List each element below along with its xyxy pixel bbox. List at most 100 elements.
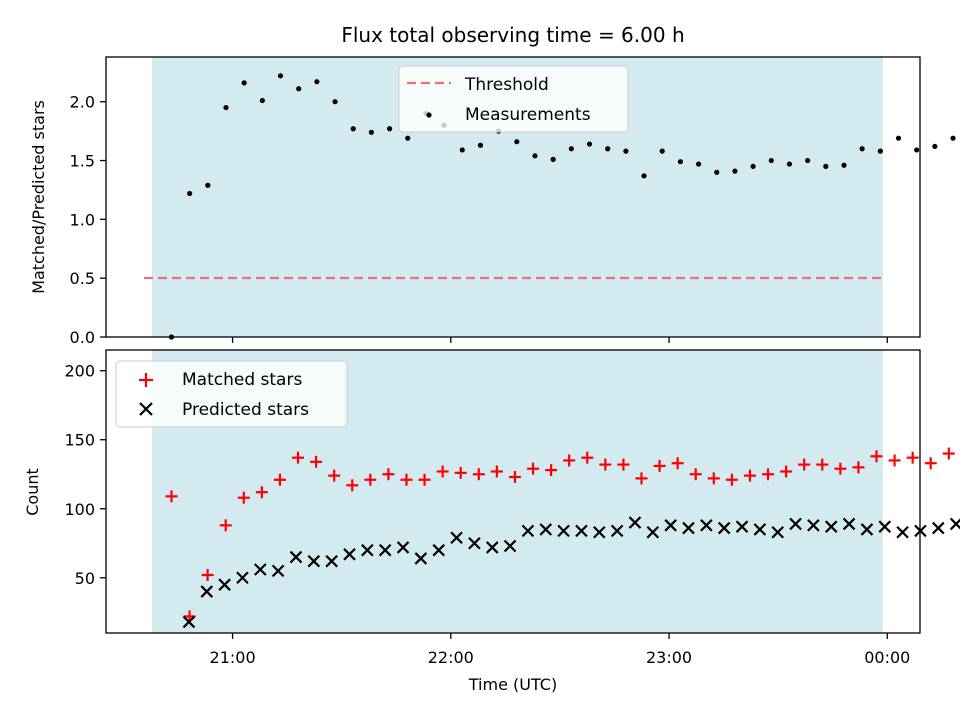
bottom-y-tick-label: 150	[64, 431, 95, 450]
predicted-star-point	[468, 536, 481, 550]
measurement-point	[950, 135, 956, 141]
matched-star-point	[762, 468, 775, 481]
measurement-point	[677, 159, 683, 165]
predicted-star-point	[343, 548, 356, 561]
matched-star-point	[490, 465, 503, 478]
matched-star-point	[436, 465, 449, 478]
measurement-point	[205, 182, 211, 188]
measurement-point	[223, 104, 229, 111]
measurement-point	[623, 148, 629, 154]
bottom-y-tick-label: 200	[64, 362, 95, 381]
predicted-star-point	[735, 520, 749, 533]
measurement-point	[277, 73, 284, 79]
matched-star-point	[635, 472, 648, 485]
measurement-point	[514, 139, 520, 145]
matched-star-point	[165, 490, 178, 503]
matched-star-point	[834, 462, 847, 475]
top-legend: Threshold Measurements	[398, 65, 629, 133]
matched-star-point	[870, 450, 883, 463]
predicted-legend-marker	[139, 402, 153, 416]
measurement-point	[296, 86, 302, 92]
bottom-axes-frame	[105, 349, 921, 634]
matched-star-point	[508, 471, 521, 484]
predicted-star-point	[646, 525, 660, 539]
measurement-point	[314, 79, 320, 85]
measurement-point	[550, 156, 556, 162]
measurement-point	[586, 141, 593, 147]
matched-star-point	[563, 454, 576, 467]
predicted-star-point	[932, 521, 945, 535]
matched-star-point	[219, 519, 232, 532]
matched-star-point	[545, 464, 558, 477]
top-y-tick-label: 1.5	[70, 152, 95, 171]
measurement-point	[241, 80, 247, 86]
measurements-legend-marker	[426, 112, 432, 118]
measurement-point	[532, 153, 538, 159]
predicted-star-point	[182, 615, 196, 629]
predicted-star-point	[236, 571, 249, 585]
predicted-star-point	[361, 543, 374, 557]
measurement-point	[859, 146, 865, 152]
matched-star-point	[454, 466, 467, 479]
predicted-star-point	[896, 525, 909, 539]
matched-star-point	[292, 451, 305, 464]
matched-star-point	[400, 473, 413, 486]
measurement-point	[605, 146, 611, 152]
threshold-legend-label: Threshold	[464, 75, 549, 95]
bottom-y-axis: 50 100 150 200	[64, 362, 106, 588]
measurement-point	[768, 157, 774, 164]
top-y-tick-label: 0.5	[70, 269, 95, 288]
predicted-star-point	[878, 520, 892, 533]
bottom-y-tick-label: 100	[64, 500, 95, 519]
measurement-point	[187, 190, 193, 197]
matched-star-point	[942, 447, 955, 460]
predicted-star-point	[289, 550, 303, 564]
predicted-star-point	[450, 531, 463, 545]
top-x-ticks	[231, 337, 888, 343]
predicted-star-point	[414, 552, 428, 565]
predicted-stars-points	[182, 516, 960, 629]
matched-star-point	[816, 458, 829, 471]
predicted-star-point	[753, 523, 767, 536]
measurement-point	[568, 146, 574, 152]
top-y-tick-label: 1.0	[70, 210, 95, 229]
measurement-point	[805, 157, 811, 164]
measurement-point	[786, 161, 793, 167]
top-y-tick-label: 2.0	[70, 93, 95, 112]
bottom-y-axis-label: Count	[23, 468, 42, 516]
matched-star-point	[237, 491, 250, 504]
matched-star-point	[725, 473, 738, 486]
matched-star-point	[310, 455, 323, 468]
matched-star-point	[653, 459, 666, 472]
measurement-point	[714, 169, 720, 175]
predicted-star-point	[771, 525, 784, 539]
measurement-point	[350, 126, 356, 132]
top-y-axis: 0.0 0.5 1.0 1.5 2.0	[70, 93, 106, 347]
matched-star-point	[599, 458, 612, 471]
matched-star-point	[707, 472, 720, 485]
measurement-point	[641, 173, 647, 179]
chart-title: Flux total observing time = 6.00 h	[341, 23, 684, 47]
matched-star-point	[852, 461, 865, 474]
predicted-star-point	[539, 523, 553, 536]
matched-star-point	[255, 486, 268, 499]
matched-star-point	[273, 473, 286, 486]
measurement-point	[732, 168, 738, 174]
predicted-star-point	[860, 523, 874, 536]
measurement-point	[459, 147, 465, 153]
matched-star-point	[201, 569, 214, 582]
matched-legend-marker	[139, 373, 153, 387]
predicted-star-point	[610, 524, 624, 538]
predicted-star-point	[378, 543, 392, 557]
measurement-point	[332, 99, 338, 105]
predicted-star-point	[628, 516, 642, 529]
predicted-star-point	[575, 524, 588, 538]
bottom-legend: Matched stars Predicted stars	[115, 360, 348, 428]
measurement-point	[750, 163, 756, 170]
matched-star-point	[671, 457, 684, 470]
matched-stars-points	[165, 447, 955, 623]
predicted-star-point	[557, 524, 570, 538]
measurement-point	[895, 135, 902, 141]
measurement-point	[877, 148, 883, 154]
